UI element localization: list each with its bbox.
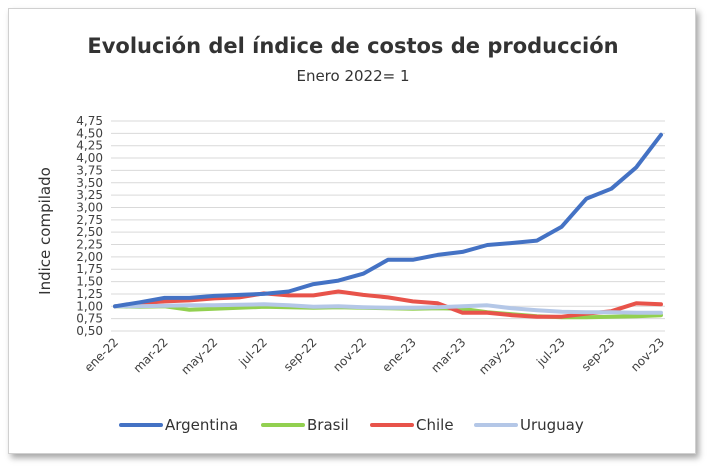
y-tick-label: 1,25 <box>76 287 103 301</box>
y-tick-label: 3,00 <box>76 200 103 214</box>
y-tick-label: 2,25 <box>76 238 103 252</box>
y-tick-label: 4,25 <box>76 139 103 153</box>
y-tick-label: 1,50 <box>76 275 103 289</box>
y-tick-label: 0,50 <box>76 324 103 338</box>
y-tick-label: 3,25 <box>76 188 103 202</box>
x-tick-label: jul-23 <box>533 335 568 370</box>
chart-title: Evolución del índice de costos de produc… <box>87 34 618 58</box>
legend-label-brasil: Brasil <box>307 416 349 434</box>
y-tick-label: 0,75 <box>76 312 103 326</box>
series-line-chile <box>113 289 663 319</box>
x-tick-label: may-22 <box>178 335 220 377</box>
y-tick-label: 3,50 <box>76 176 103 190</box>
y-tick-label: 3,75 <box>76 163 103 177</box>
series-line-argentina <box>113 132 663 309</box>
series-line-uruguay <box>113 302 663 315</box>
y-tick-label: 1,75 <box>76 262 103 276</box>
x-tick-label: nov-23 <box>628 335 667 374</box>
x-tick-label: ene-23 <box>379 335 419 375</box>
legend-label-uruguay: Uruguay <box>520 416 584 434</box>
y-tick-label: 4,00 <box>76 151 103 165</box>
chart-frame: Evolución del índice de costos de produc… <box>8 8 696 454</box>
legend-label-chile: Chile <box>416 416 454 434</box>
x-axis-ticks: ene-22 mar-22 may-22 jul-22 sep-22 nov-22 ene-… <box>82 335 668 377</box>
legend: Argentina Brasil Chile Uruguay <box>119 416 584 434</box>
x-tick-label: mar-22 <box>131 335 171 375</box>
x-tick-label: sep-23 <box>579 335 618 374</box>
y-tick-label: 4,50 <box>76 126 103 140</box>
gridlines <box>111 120 665 332</box>
series-lines <box>113 132 663 320</box>
x-tick-label: may-23 <box>476 335 518 377</box>
y-axis-ticks: 0,500,751,001,251,501,752,002,252,502,75… <box>76 114 103 338</box>
x-tick-label: jul-22 <box>235 335 270 370</box>
y-axis-label: Indice compilado <box>36 167 54 295</box>
y-tick-label: 2,75 <box>76 213 103 227</box>
y-tick-label: 4,75 <box>76 114 103 128</box>
y-tick-label: 2,00 <box>76 250 103 264</box>
x-tick-label: sep-22 <box>281 335 320 374</box>
y-tick-label: 1,00 <box>76 299 103 313</box>
chart-subtitle: Enero 2022= 1 <box>296 67 409 85</box>
legend-label-argentina: Argentina <box>165 416 238 434</box>
x-tick-label: mar-23 <box>428 335 468 375</box>
x-tick-label: ene-22 <box>82 335 122 375</box>
x-tick-label: nov-22 <box>330 335 369 374</box>
chart: Evolución del índice de costos de produc… <box>36 34 668 434</box>
y-tick-label: 2,50 <box>76 225 103 239</box>
